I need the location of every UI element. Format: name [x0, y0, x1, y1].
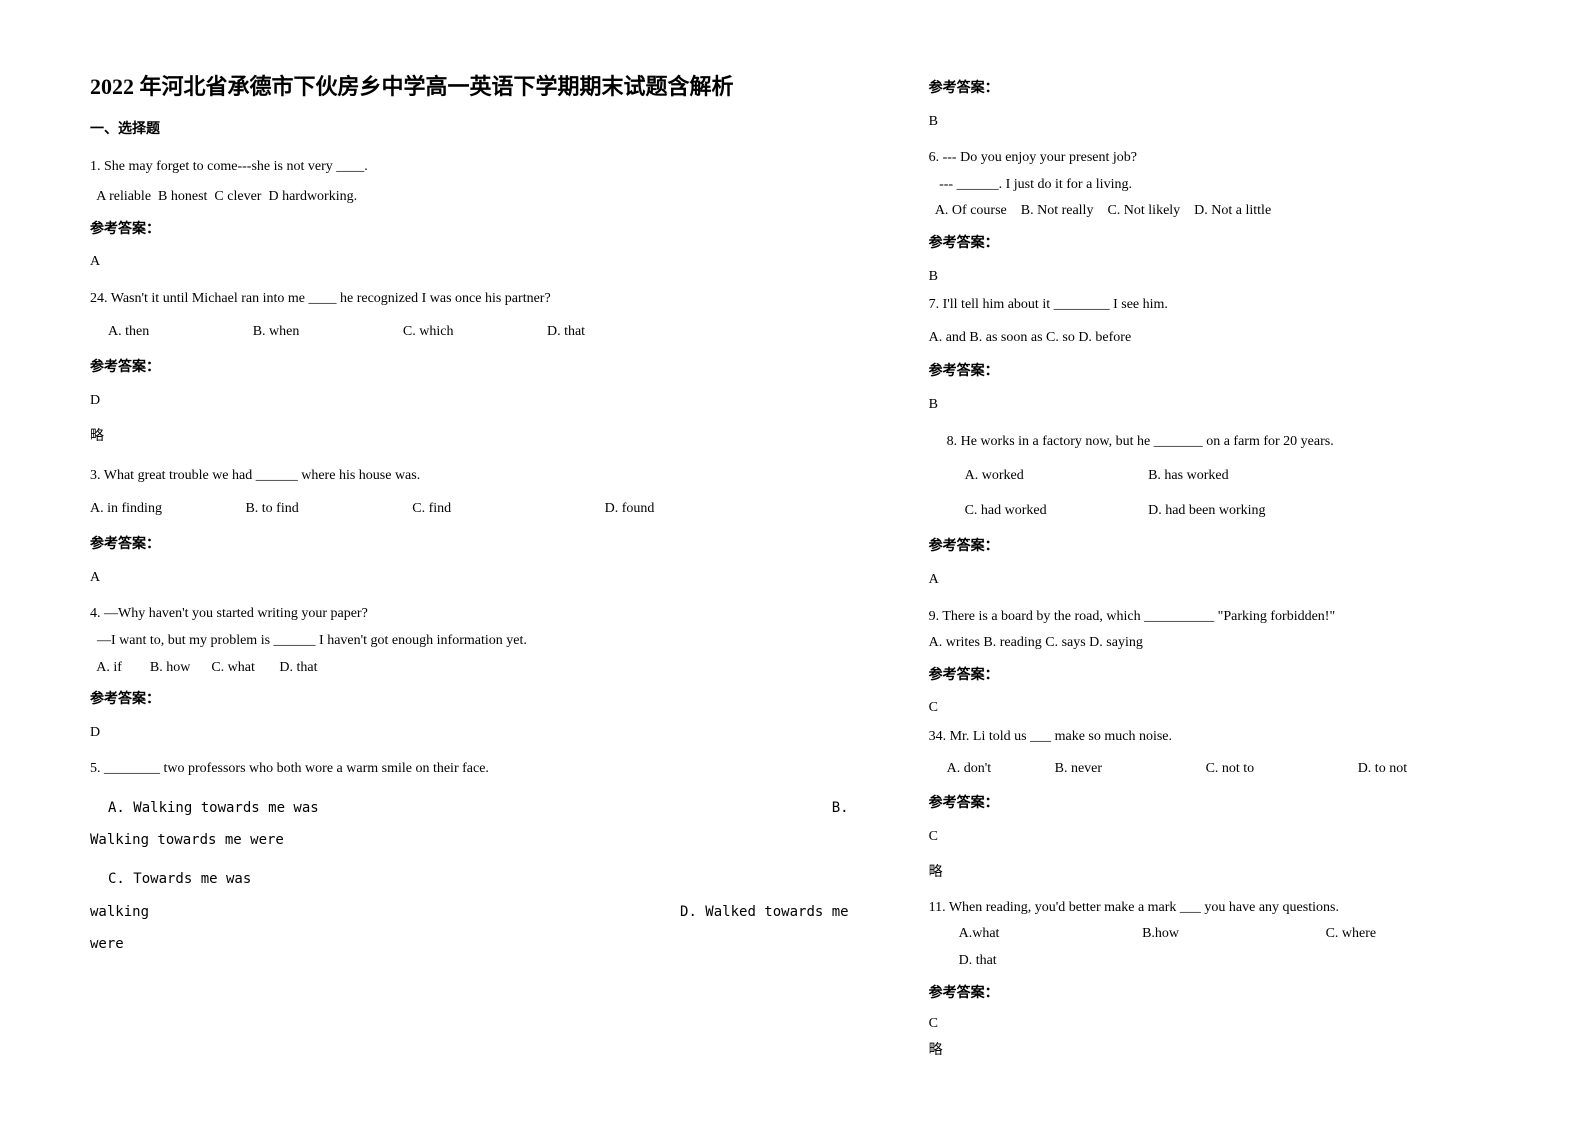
q10-text: 34. Mr. Li told us ___ make so much nois…	[929, 724, 1497, 751]
q10-options: A. don't B. never C. not to D. to not	[929, 756, 1497, 783]
q10-opt-d: D. to not	[1358, 761, 1407, 776]
q11-text: 11. When reading, you'd better make a ma…	[929, 895, 1497, 922]
q10-opt-a: A. don't	[947, 756, 992, 783]
left-column: 2022 年河北省承德市下伙房乡中学高一英语下学期期末试题含解析 一、选择题 1…	[90, 70, 889, 1082]
q3-text: 3. What great trouble we had ______ wher…	[90, 463, 849, 490]
q5-answer: B	[929, 109, 1497, 136]
q11-opt-b: B.how	[1142, 921, 1322, 948]
q2-opt-c: C. which	[403, 319, 454, 346]
q9-answer: C	[929, 695, 1497, 722]
q5-opt-d1: walking D. Walked towards me	[90, 899, 849, 926]
q5-opt-a: A. Walking towards me was	[90, 795, 319, 822]
q8-opt-c: C. had worked	[965, 498, 1145, 525]
q3-opt-c: C. find	[412, 496, 451, 523]
q2-opt-b: B. when	[253, 319, 300, 346]
q5-block: A. Walking towards me was B. Walking tow…	[90, 795, 849, 958]
q7-answer-label: 参考答案：	[929, 359, 1497, 386]
q9-answer-label: 参考答案：	[929, 663, 1497, 690]
q5-text: 5. ________ two professors who both wore…	[90, 756, 849, 783]
q10-opt-c: C. not to	[1206, 756, 1255, 783]
q2-lue: 略	[90, 424, 849, 451]
q11-answer: C	[929, 1011, 1497, 1038]
q11-answer-label: 参考答案：	[929, 981, 1497, 1008]
q8-answer: A	[929, 567, 1497, 594]
q6-answer-label: 参考答案：	[929, 231, 1497, 258]
q4-l2: —I want to, but my problem is ______ I h…	[90, 628, 849, 655]
q8-row1: A. worked B. has worked	[929, 463, 1497, 490]
q6-answer: B	[929, 264, 1497, 291]
q10-answer-label: 参考答案：	[929, 791, 1497, 818]
q1-options: A reliable B honest C clever D hardworki…	[90, 184, 849, 211]
q3-opt-d: D. found	[605, 496, 655, 523]
q9-opts: A. writes B. reading C. says D. saying	[929, 630, 1497, 657]
q4-opts: A. if B. how C. what D. that	[90, 655, 849, 682]
q10-answer: C	[929, 824, 1497, 851]
q1-text: 1. She may forget to come---she is not v…	[90, 154, 849, 181]
q4-answer-label: 参考答案：	[90, 687, 849, 714]
q2-opt-a: A. then	[108, 319, 149, 346]
q10-opt-b: B. never	[1055, 756, 1102, 783]
q8-opt-b: B. has worked	[1148, 468, 1229, 483]
q5-opt-c: C. Towards me was	[90, 866, 849, 893]
q1-answer-label: 参考答案：	[90, 217, 849, 244]
q7-text: 7. I'll tell him about it ________ I see…	[929, 292, 1497, 319]
q11-options: A.what B.how C. where D. that	[929, 921, 1497, 974]
q3-opt-b: B. to find	[245, 496, 298, 523]
q3-options: A. in finding B. to find C. find D. foun…	[90, 496, 849, 523]
q11-opt-d: D. that	[959, 953, 997, 968]
q10-lue: 略	[929, 860, 1497, 887]
right-column: 参考答案： B 6. --- Do you enjoy your present…	[889, 70, 1497, 1082]
q3-opt-a: A. in finding	[90, 496, 162, 523]
q8-answer-label: 参考答案：	[929, 534, 1497, 561]
section-heading: 一、选择题	[90, 117, 849, 144]
q2-answer: D	[90, 388, 849, 415]
q4-l1: 4. —Why haven't you started writing your…	[90, 601, 849, 628]
q7-answer: B	[929, 392, 1497, 419]
q2-options: A. then B. when C. which D. that	[90, 319, 849, 346]
q2-answer-label: 参考答案：	[90, 355, 849, 382]
q5-opt-e: were	[90, 931, 849, 958]
q6-l1: 6. --- Do you enjoy your present job?	[929, 145, 1497, 172]
q2-opt-d: D. that	[547, 319, 585, 346]
q5-opt-b2: Walking towards me were	[90, 827, 849, 854]
q8-opt-a: A. worked	[965, 463, 1145, 490]
q3-answer: A	[90, 565, 849, 592]
q11-opt-a: A.what	[959, 921, 1139, 948]
q11-opt-c: C. where	[1326, 921, 1496, 948]
q3-answer-label: 参考答案：	[90, 532, 849, 559]
q5-opt-b: B.	[832, 795, 849, 822]
q6-opts: A. Of course B. Not really C. Not likely…	[929, 198, 1497, 225]
q8-opt-d: D. had been working	[1148, 503, 1265, 518]
q5-answer-label: 参考答案：	[929, 76, 1497, 103]
q7-opts: A. and B. as soon as C. so D. before	[929, 325, 1497, 352]
q8-text: 8. He works in a factory now, but he ___…	[929, 429, 1497, 456]
q1-answer: A	[90, 249, 849, 276]
q2-text: 24. Wasn't it until Michael ran into me …	[90, 286, 849, 313]
q11-lue: 略	[929, 1038, 1497, 1065]
page-title: 2022 年河北省承德市下伙房乡中学高一英语下学期期末试题含解析	[90, 70, 849, 103]
q4-answer: D	[90, 720, 849, 747]
q8-row2: C. had worked D. had been working	[929, 498, 1497, 525]
q6-l2: --- ______. I just do it for a living.	[929, 172, 1497, 199]
q9-text: 9. There is a board by the road, which _…	[929, 604, 1497, 631]
